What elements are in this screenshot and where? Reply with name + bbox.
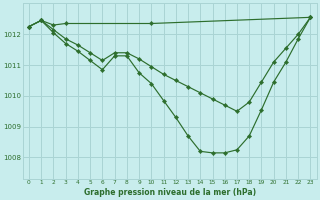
- X-axis label: Graphe pression niveau de la mer (hPa): Graphe pression niveau de la mer (hPa): [84, 188, 256, 197]
